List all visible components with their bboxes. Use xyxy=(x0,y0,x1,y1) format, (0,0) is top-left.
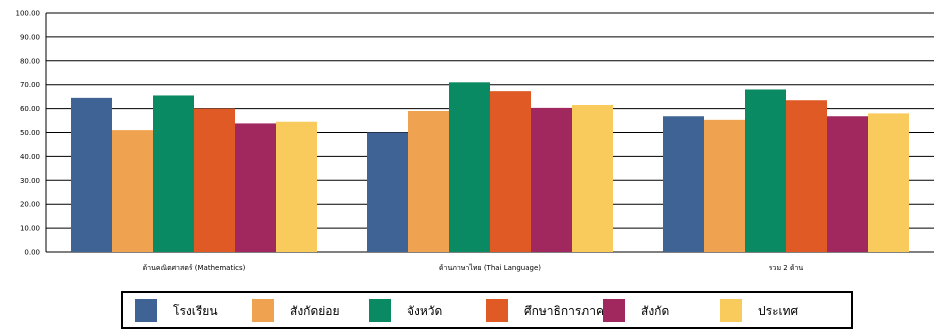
y-tick-label: 100.00 xyxy=(16,10,41,18)
y-tick-label: 80.00 xyxy=(20,57,40,65)
bar-6-cat-1 xyxy=(276,122,317,252)
x-category-label: ด้านภาษาไทย (Thai Language) xyxy=(439,263,541,272)
legend-swatch xyxy=(486,299,508,322)
bar-3-cat-3 xyxy=(745,89,786,252)
bar-4-cat-2 xyxy=(490,91,531,252)
bar-2-cat-3 xyxy=(704,120,745,252)
bar-2-cat-1 xyxy=(112,130,153,252)
legend-label: ศึกษาธิการภาค xyxy=(524,304,604,318)
legend: โรงเรียน สังกัดย่อย จังหวัด ศึกษาธิการภาค สั… xyxy=(122,292,852,328)
bars xyxy=(71,82,909,252)
legend-swatch xyxy=(369,299,391,322)
bar-1-cat-1 xyxy=(71,98,112,252)
bar-5-cat-1 xyxy=(235,123,276,252)
y-tick-label: 20.00 xyxy=(20,201,40,209)
y-tick-label: 50.00 xyxy=(20,129,40,137)
bar-5-cat-2 xyxy=(531,108,572,252)
y-tick-label: 60.00 xyxy=(20,105,40,113)
bar-5-cat-3 xyxy=(827,116,868,252)
bar-1-cat-2 xyxy=(367,133,408,253)
y-tick-label: 90.00 xyxy=(20,33,40,41)
legend-label: ประเทศ xyxy=(758,304,799,318)
legend-label: สังกัด xyxy=(641,304,669,318)
bar-3-cat-2 xyxy=(449,82,490,252)
bar-6-cat-3 xyxy=(868,113,909,252)
legend-swatch xyxy=(720,299,742,322)
y-tick-label: 70.00 xyxy=(20,81,40,89)
legend-label: โรงเรียน xyxy=(173,304,218,318)
legend-label: สังกัดย่อย xyxy=(290,304,340,318)
y-tick-label: 30.00 xyxy=(20,177,40,185)
x-axis-categories: ด้านคณิตศาสตร์ (Mathematics) ด้านภาษาไทย … xyxy=(143,263,804,272)
legend-swatch xyxy=(252,299,274,322)
bar-4-cat-3 xyxy=(786,100,827,252)
x-category-label: ด้านคณิตศาสตร์ (Mathematics) xyxy=(143,264,246,272)
legend-swatch xyxy=(603,299,625,322)
y-tick-label: 40.00 xyxy=(20,153,40,161)
y-tick-label: 0.00 xyxy=(24,249,40,257)
bar-2-cat-2 xyxy=(408,111,449,252)
y-axis-ticks: 0.00 10.00 20.00 30.00 40.00 50.00 60.00 70.00 8… xyxy=(16,10,41,257)
legend-label: จังหวัด xyxy=(407,304,442,318)
y-tick-label: 10.00 xyxy=(20,225,40,233)
bar-3-cat-1 xyxy=(153,95,194,252)
x-category-label: รวม 2 ด้าน xyxy=(769,264,804,272)
legend-swatch xyxy=(135,299,157,322)
bar-1-cat-3 xyxy=(663,116,704,252)
bar-4-cat-1 xyxy=(194,109,235,252)
bar-6-cat-2 xyxy=(572,105,613,252)
